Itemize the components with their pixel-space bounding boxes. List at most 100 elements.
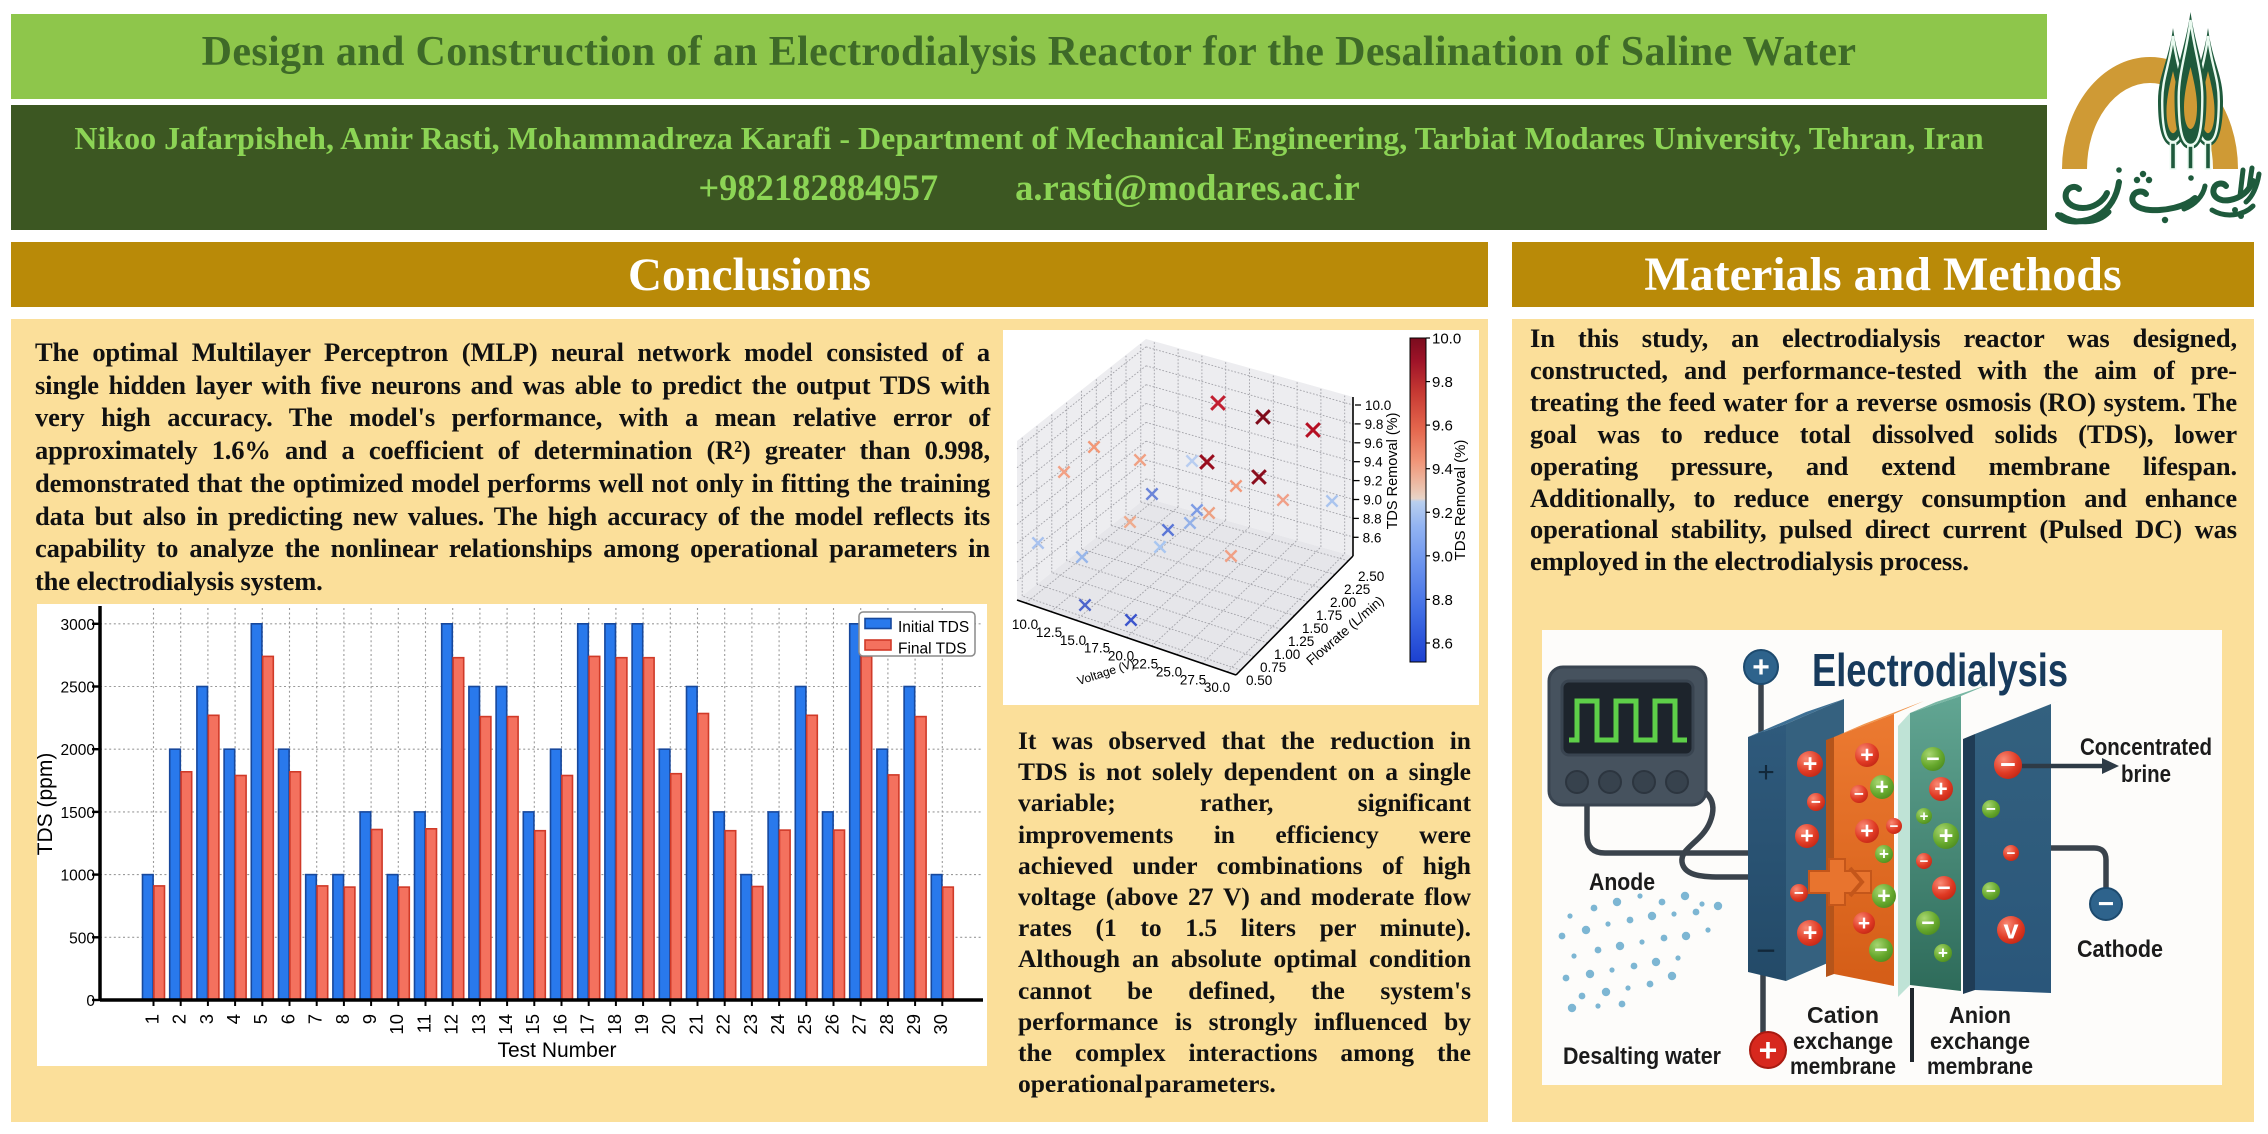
svg-text:1: 1 (141, 1014, 162, 1024)
svg-text:−: − (1926, 745, 1939, 771)
svg-text:9.4: 9.4 (1432, 461, 1453, 478)
svg-text:2.50: 2.50 (1358, 569, 1384, 584)
svg-text:1.00: 1.00 (1274, 647, 1300, 662)
svg-text:+: + (1860, 817, 1873, 843)
svg-text:15: 15 (522, 1014, 543, 1035)
svg-text:9.2: 9.2 (1364, 474, 1383, 489)
svg-text:10.0: 10.0 (1012, 617, 1038, 632)
svg-text:17: 17 (577, 1014, 598, 1035)
svg-text:16: 16 (549, 1014, 570, 1035)
svg-text:0.75: 0.75 (1260, 660, 1286, 675)
svg-text:8.6: 8.6 (1363, 530, 1382, 545)
svg-text:+: + (1920, 808, 1929, 825)
svg-text:27: 27 (849, 1014, 870, 1035)
svg-text:3000: 3000 (61, 617, 96, 634)
svg-text:Cation: Cation (1807, 1002, 1879, 1028)
svg-text:−: − (1854, 785, 1864, 804)
svg-text:9.6: 9.6 (1364, 436, 1383, 451)
svg-text:8.6: 8.6 (1432, 636, 1453, 653)
svg-text:TDS (ppm): TDS (ppm) (37, 753, 57, 856)
svg-text:Test Number: Test Number (497, 1039, 616, 1062)
svg-text:9.0: 9.0 (1432, 548, 1453, 565)
svg-text:28: 28 (876, 1014, 897, 1035)
svg-text:membrane: membrane (1927, 1053, 2033, 1079)
svg-text:12.5: 12.5 (1036, 625, 1062, 640)
svg-text:−: − (1874, 936, 1887, 962)
svg-text:22.5: 22.5 (1132, 657, 1158, 672)
svg-text:−: − (1986, 800, 1996, 819)
svg-text:18: 18 (604, 1014, 625, 1035)
svg-text:+: + (1803, 750, 1818, 778)
svg-text:23: 23 (740, 1014, 761, 1035)
svg-text:+: + (1939, 822, 1954, 850)
svg-text:9.4: 9.4 (1364, 455, 1383, 470)
svg-text:−: − (1986, 882, 1996, 901)
svg-text:9.8: 9.8 (1432, 374, 1453, 391)
svg-text:27.5: 27.5 (1180, 672, 1206, 687)
svg-text:2000: 2000 (61, 742, 96, 759)
svg-text:Desalting water: Desalting water (1563, 1043, 1721, 1070)
svg-text:10.0: 10.0 (1365, 398, 1391, 413)
svg-text:9.2: 9.2 (1432, 505, 1453, 522)
svg-text:exchange: exchange (1793, 1028, 1893, 1054)
svg-text:24: 24 (767, 1014, 788, 1035)
svg-text:Concentrated: Concentrated (2080, 734, 2212, 761)
svg-text:10.0: 10.0 (1432, 331, 1461, 348)
svg-text:20.0: 20.0 (1108, 649, 1134, 664)
svg-text:+: + (1877, 882, 1890, 908)
svg-text:30: 30 (930, 1014, 951, 1035)
svg-text:17.5: 17.5 (1084, 641, 1110, 656)
svg-text:+: + (1879, 845, 1889, 864)
svg-text:brine: brine (2121, 761, 2171, 788)
svg-text:Anode: Anode (1589, 869, 1655, 896)
svg-text:v: v (2003, 915, 2018, 945)
svg-text:2500: 2500 (61, 680, 96, 697)
svg-text:15.0: 15.0 (1060, 633, 1086, 648)
svg-text:membrane: membrane (1790, 1053, 1896, 1079)
svg-text:25: 25 (794, 1014, 815, 1035)
svg-text:21: 21 (685, 1014, 706, 1035)
svg-text:+: + (1803, 919, 1818, 947)
svg-text:20: 20 (658, 1014, 679, 1035)
svg-text:+: + (1860, 741, 1873, 767)
svg-text:−: − (1937, 874, 1950, 900)
svg-text:8.8: 8.8 (1432, 592, 1453, 609)
svg-text:+: + (1938, 944, 1948, 963)
svg-text:exchange: exchange (1930, 1028, 2030, 1054)
svg-text:6: 6 (277, 1014, 298, 1024)
svg-text:1500: 1500 (61, 805, 96, 822)
svg-text:−: − (2000, 750, 2016, 780)
svg-text:29: 29 (903, 1014, 924, 1035)
svg-text:0: 0 (86, 993, 95, 1010)
svg-text:+: + (1858, 912, 1870, 935)
svg-text:14: 14 (495, 1014, 516, 1035)
svg-text:−: − (1921, 909, 1934, 935)
svg-text:+: + (1759, 1032, 1778, 1068)
svg-text:Cathode: Cathode (2077, 936, 2163, 963)
svg-text:Electrodialysis: Electrodialysis (1812, 644, 2068, 696)
svg-text:−: − (1920, 853, 1929, 870)
svg-text:3: 3 (196, 1014, 217, 1024)
svg-text:1.25: 1.25 (1288, 634, 1314, 649)
svg-text:1.75: 1.75 (1316, 608, 1342, 623)
svg-text:10: 10 (386, 1014, 407, 1035)
svg-text:7: 7 (305, 1014, 326, 1024)
svg-text:+: + (1757, 756, 1775, 789)
svg-text:Anion: Anion (1949, 1002, 2011, 1028)
svg-text:−: − (2098, 888, 2114, 919)
svg-text:22: 22 (713, 1014, 734, 1035)
svg-text:2.00: 2.00 (1330, 595, 1356, 610)
svg-text:+: + (1875, 773, 1888, 799)
svg-text:30.0: 30.0 (1204, 680, 1230, 695)
svg-text:5: 5 (250, 1014, 271, 1024)
svg-text:Final TDS: Final TDS (898, 641, 967, 658)
svg-text:Initial TDS: Initial TDS (898, 619, 969, 636)
svg-text:4: 4 (223, 1014, 244, 1024)
svg-text:1.50: 1.50 (1302, 621, 1328, 636)
svg-text:−: − (2007, 845, 2016, 862)
svg-text:0.50: 0.50 (1246, 673, 1272, 688)
svg-text:12: 12 (441, 1014, 462, 1035)
svg-text:−: − (1756, 932, 1776, 970)
svg-text:TDS Removal (%): TDS Removal (%) (1385, 413, 1401, 530)
svg-text:+: + (1800, 822, 1813, 848)
